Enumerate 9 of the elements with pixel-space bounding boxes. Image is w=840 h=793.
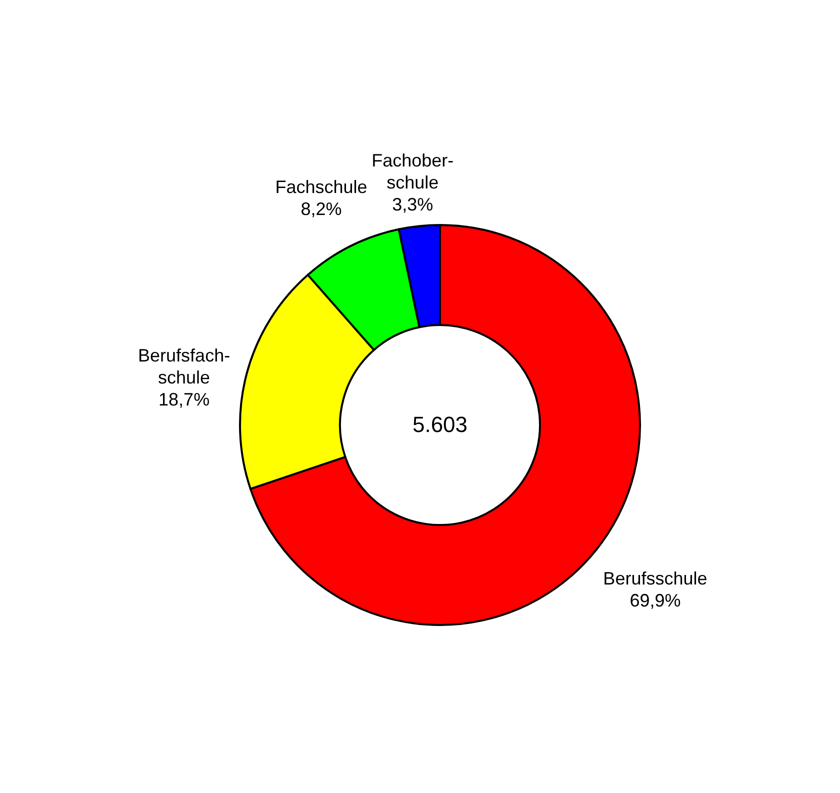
slice-label: Berufsschule	[603, 568, 708, 589]
data-label: 18,7%	[158, 389, 210, 410]
text: 5.603	[412, 412, 468, 437]
data-label: 3,3%	[392, 194, 434, 214]
data-label: 8,2%	[300, 199, 342, 220]
data-label: 69,9%	[630, 590, 681, 611]
slice-label: Fachschule	[275, 177, 368, 198]
slice-label: Berufsfach- schule	[138, 345, 230, 388]
slice-label: Fachober- schule	[372, 150, 454, 192]
